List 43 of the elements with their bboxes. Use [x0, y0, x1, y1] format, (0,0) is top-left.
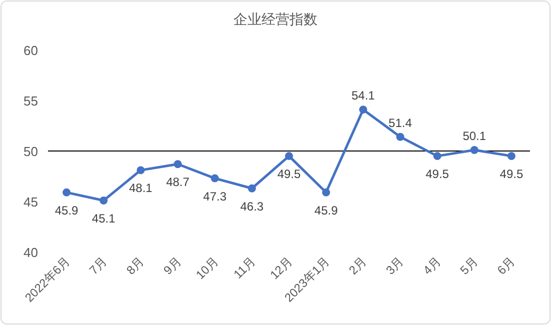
data-label: 50.1 [462, 128, 486, 143]
point [174, 160, 182, 168]
point [396, 132, 404, 141]
point [100, 196, 108, 204]
point [359, 106, 368, 114]
data-label: 49.5 [426, 167, 450, 182]
data-label: 48.1 [129, 181, 153, 196]
point [322, 188, 330, 196]
y-tick-label: 60 [24, 43, 38, 58]
data-label: 54.1 [351, 88, 376, 103]
data-label: 49.5 [277, 167, 301, 182]
x-tick-label: 5月 [457, 254, 481, 278]
data-label: 51.4 [388, 116, 412, 130]
y-tick-label: 50 [24, 144, 38, 159]
x-tick-label: 10月 [193, 254, 221, 282]
point [136, 166, 145, 174]
x-tick-label: 7月 [86, 254, 110, 278]
x-tick-label: 9月 [160, 254, 184, 278]
point [62, 188, 71, 196]
x-tick-label: 3月 [383, 254, 406, 278]
point [470, 146, 478, 154]
data-label: 46.3 [240, 199, 264, 214]
data-label: 45.9 [54, 203, 79, 218]
y-tick-label: 55 [24, 94, 38, 108]
x-tick-label: 8月 [124, 254, 147, 278]
chart-title: 企业经营指数 [234, 11, 318, 27]
data-label: 49.5 [500, 167, 524, 182]
data-label: 47.3 [203, 189, 227, 204]
point [248, 184, 256, 192]
data-label: 45.1 [92, 211, 116, 226]
point [433, 152, 442, 160]
x-tick-label: 2月 [346, 254, 370, 278]
point [507, 152, 516, 160]
x-tick-label: 12月 [267, 254, 296, 282]
x-tick-label: 4月 [420, 254, 444, 278]
data-label: 45.9 [314, 203, 338, 218]
y-tick-label: 45 [24, 194, 38, 210]
y-tick-label: 40 [24, 245, 38, 260]
data-label: 48.7 [166, 175, 190, 190]
point [210, 174, 219, 182]
x-tick-label: 11月 [230, 254, 258, 282]
point [285, 152, 293, 160]
x-tick-label: 6月 [494, 254, 518, 278]
